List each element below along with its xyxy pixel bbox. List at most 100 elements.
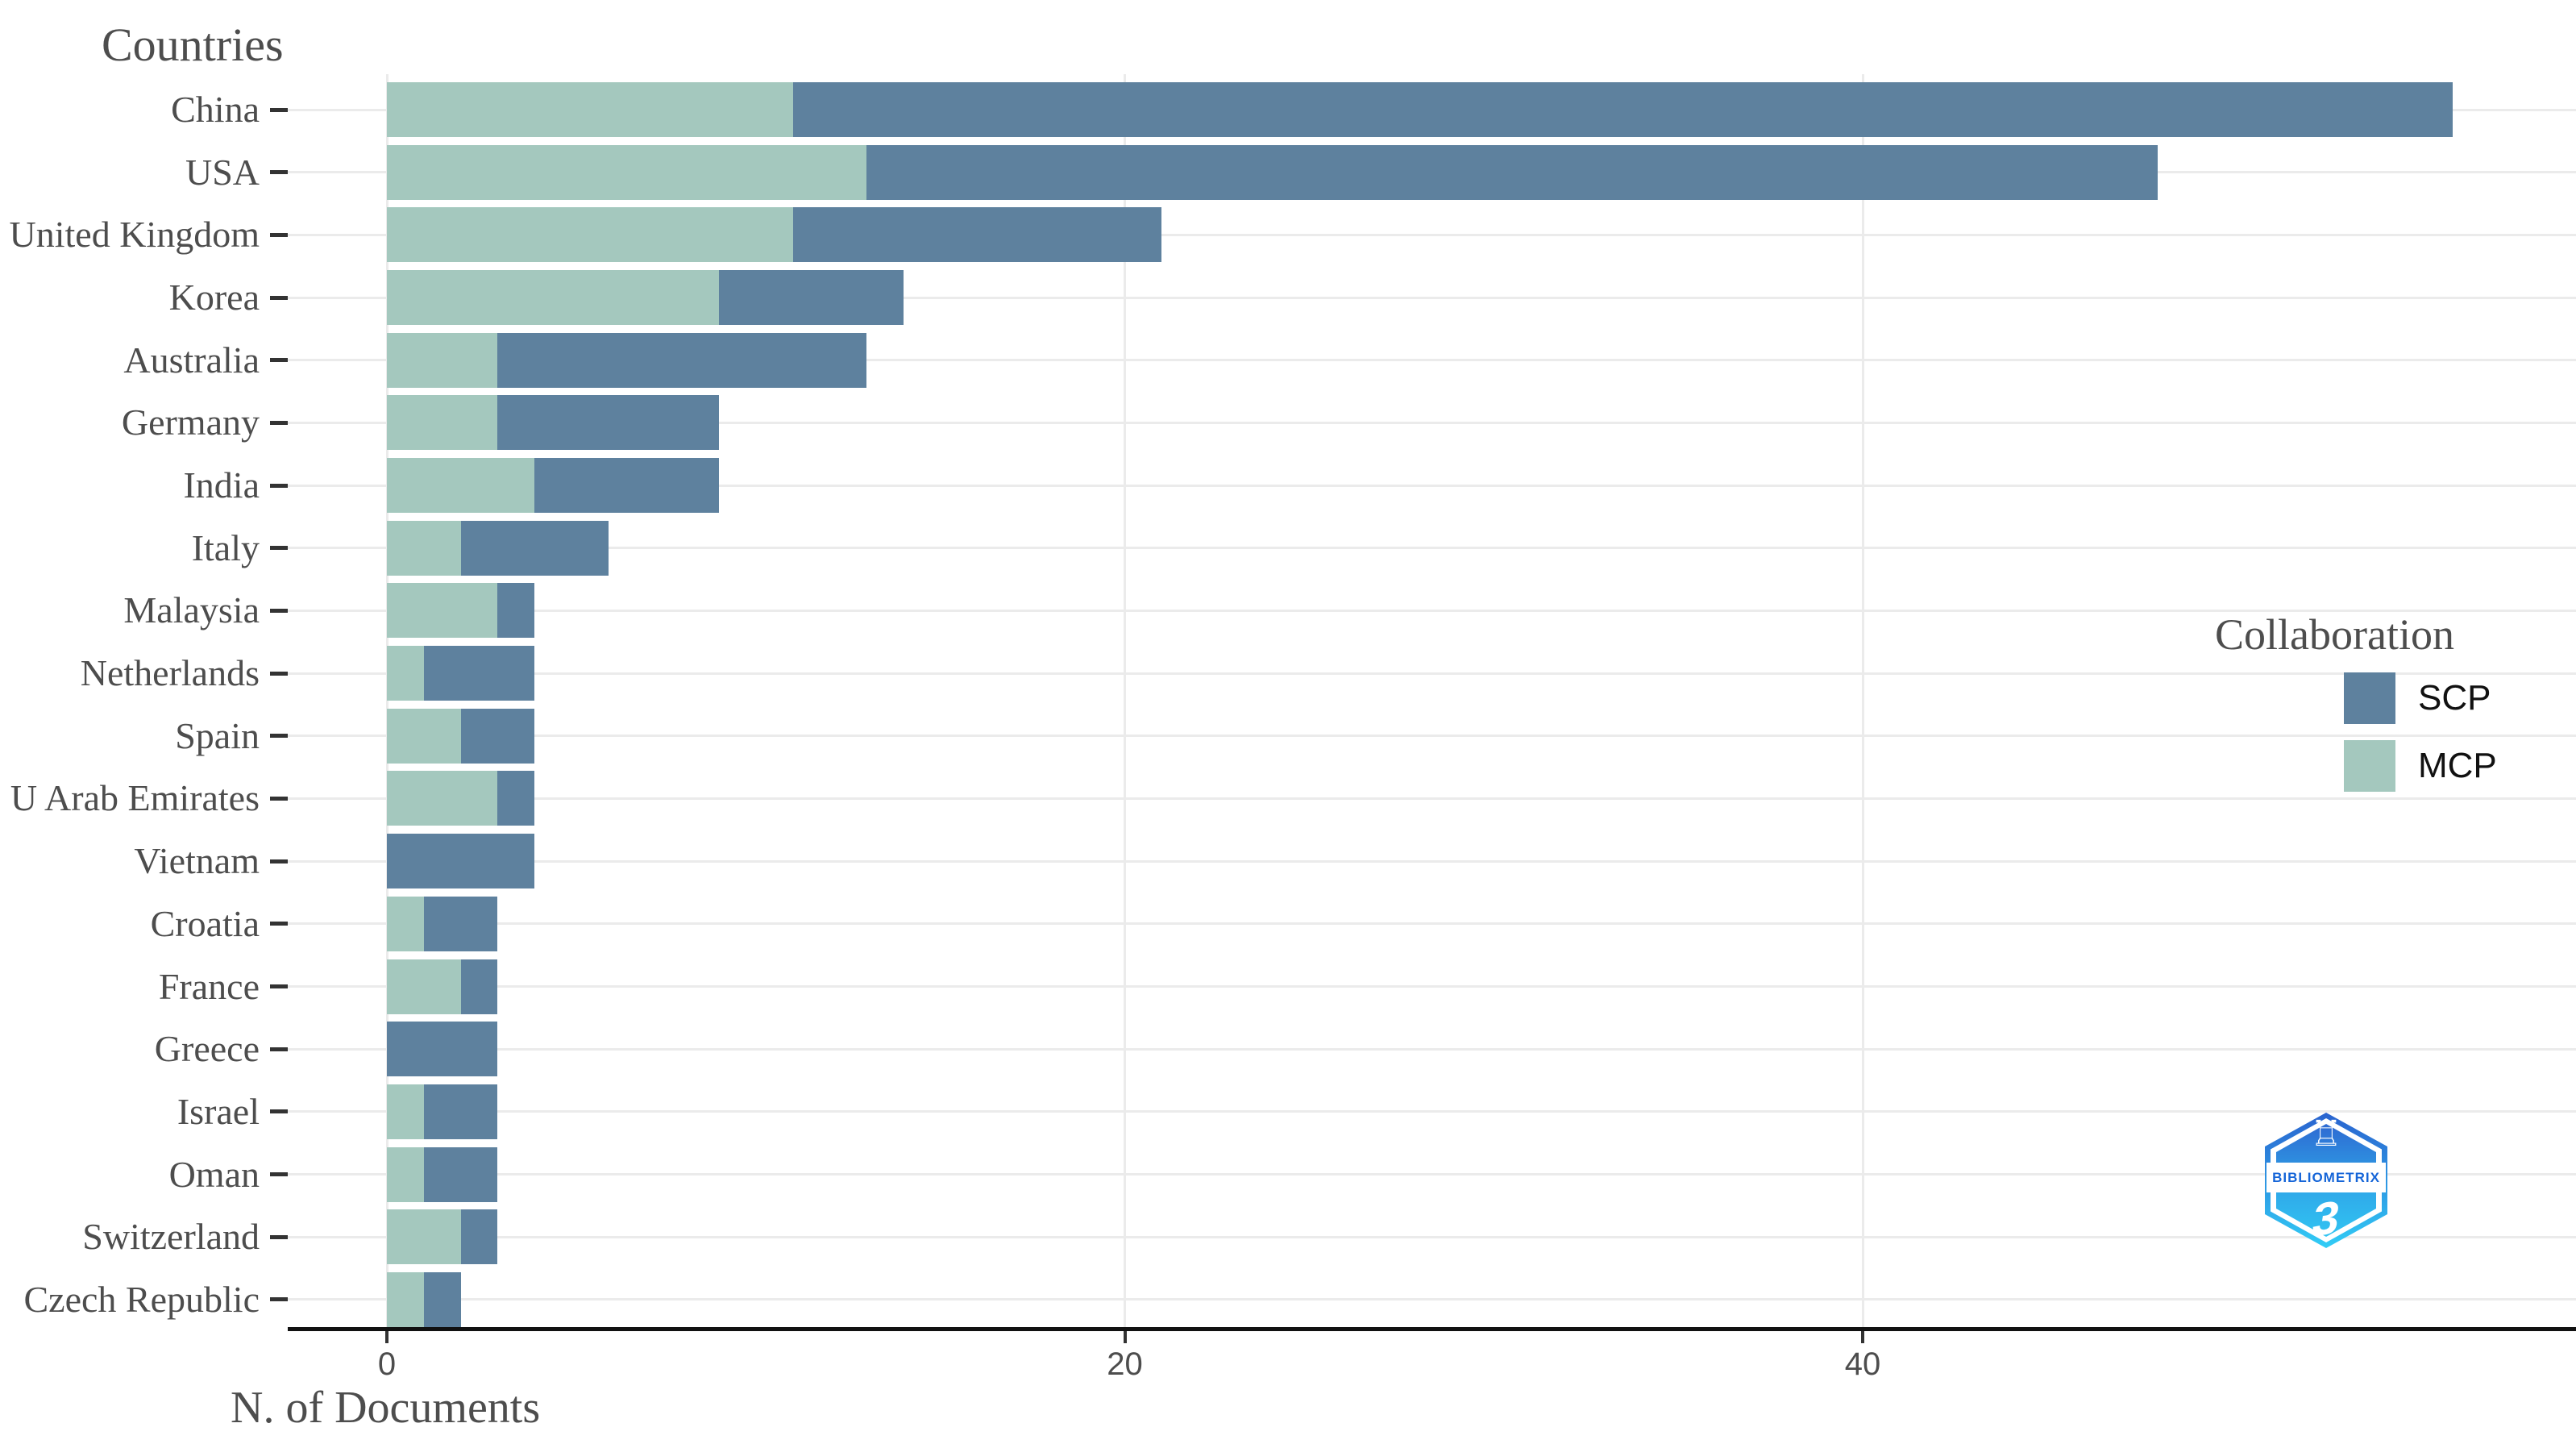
country-label: U Arab Emirates	[10, 777, 260, 819]
category-tick	[270, 922, 288, 926]
country-label: Croatia	[150, 902, 260, 944]
gridline-horizontal	[288, 1235, 2576, 1238]
bibliometrix-logo: ♖ BIBLIOMETRIX 3	[2265, 1113, 2387, 1248]
gridline-horizontal	[288, 1047, 2576, 1051]
plot-panel	[288, 74, 2576, 1330]
logo-wordmark-band: BIBLIOMETRIX	[2266, 1163, 2386, 1193]
x-axis-line	[288, 1327, 2576, 1331]
category-tick	[270, 608, 288, 613]
bar-mcp-segment	[387, 458, 535, 514]
bar-scp-segment	[460, 520, 609, 576]
x-axis-title: N. of Documents	[231, 1383, 541, 1433]
category-tick	[270, 170, 288, 175]
category-tick	[270, 1047, 288, 1051]
country-label: Oman	[168, 1153, 260, 1195]
gridline-horizontal	[288, 421, 2576, 424]
gridline-horizontal	[288, 985, 2576, 988]
bar-scp-segment	[792, 82, 2453, 137]
bar-scp-segment	[866, 144, 2158, 200]
country-label: Korea	[168, 277, 260, 318]
bar-scp-segment	[460, 1209, 498, 1265]
gridline-horizontal	[288, 1173, 2576, 1176]
legend-swatch-mcp	[2344, 740, 2395, 792]
category-tick	[270, 984, 288, 989]
country-label: Malaysia	[123, 589, 260, 631]
country-label: Vietnam	[134, 840, 260, 882]
category-tick	[270, 796, 288, 801]
category-tick	[270, 546, 288, 551]
country-label: Italy	[191, 526, 260, 568]
gridline-vertical	[1124, 74, 1126, 1330]
country-label: Czech Republic	[23, 1278, 260, 1320]
category-tick	[270, 420, 288, 425]
bar-mcp-segment	[387, 144, 867, 200]
bar-mcp-segment	[387, 207, 793, 263]
country-label: Germany	[121, 402, 260, 443]
legend-swatch-scp	[2344, 672, 2395, 724]
category-tick	[270, 1172, 288, 1177]
x-tick-mark	[385, 1331, 388, 1343]
gridline-horizontal	[288, 359, 2576, 362]
category-tick	[270, 1109, 288, 1114]
gridline-horizontal	[288, 233, 2576, 236]
bar-mcp-segment	[387, 82, 793, 137]
country-label: India	[183, 464, 260, 506]
gridline-horizontal	[288, 734, 2576, 738]
bar-scp-segment	[423, 646, 535, 701]
gridline-horizontal	[288, 859, 2576, 863]
category-tick	[270, 734, 288, 739]
rook-icon: ♖	[2310, 1114, 2342, 1155]
bar-scp-segment	[534, 458, 719, 514]
bar-scp-segment	[423, 1084, 498, 1139]
bar-mcp-segment	[387, 959, 461, 1014]
bar-mcp-segment	[387, 395, 498, 451]
category-tick	[270, 671, 288, 676]
category-tick	[270, 1234, 288, 1239]
x-tick-mark	[1123, 1331, 1127, 1343]
bar-mcp-segment	[387, 646, 424, 701]
bar-scp-segment	[387, 1022, 498, 1077]
bar-mcp-segment	[387, 1146, 424, 1202]
gridline-horizontal	[288, 609, 2576, 612]
bar-scp-segment	[460, 708, 535, 764]
country-label: USA	[185, 151, 260, 193]
bar-scp-segment	[423, 1146, 498, 1202]
gridline-vertical	[1861, 74, 1864, 1330]
gridline-horizontal	[288, 484, 2576, 487]
bar-scp-segment	[387, 834, 535, 889]
category-tick	[270, 295, 288, 300]
legend-label-scp: SCP	[2418, 678, 2491, 718]
bar-scp-segment	[792, 207, 1162, 263]
gridline-horizontal	[288, 922, 2576, 926]
bar-scp-segment	[497, 771, 535, 826]
category-tick	[270, 483, 288, 488]
gridline-horizontal	[288, 1298, 2576, 1301]
gridline-horizontal	[288, 1110, 2576, 1113]
gridline-vertical	[385, 74, 388, 1330]
country-label: United Kingdom	[9, 214, 260, 256]
bar-mcp-segment	[387, 896, 424, 951]
bar-scp-segment	[423, 1271, 461, 1327]
logo-wordmark: BIBLIOMETRIX	[2272, 1169, 2380, 1185]
category-tick	[270, 232, 288, 237]
bar-mcp-segment	[387, 771, 498, 826]
gridline-horizontal	[288, 296, 2576, 299]
x-tick-label: 40	[1844, 1346, 1881, 1382]
country-label: Spain	[175, 714, 260, 756]
y-axis-title: Countries	[102, 19, 284, 71]
bar-scp-segment	[497, 583, 535, 639]
bar-scp-segment	[423, 896, 498, 951]
category-tick	[270, 107, 288, 112]
bar-mcp-segment	[387, 270, 719, 326]
country-label: Switzerland	[82, 1216, 260, 1258]
legend-title: Collaboration	[2215, 610, 2454, 659]
bar-scp-segment	[718, 270, 904, 326]
bar-mcp-segment	[387, 520, 461, 576]
country-label: Israel	[177, 1090, 260, 1132]
country-label: Netherlands	[80, 652, 260, 694]
country-label: Australia	[123, 339, 260, 381]
country-label: China	[171, 89, 260, 130]
bar-mcp-segment	[387, 332, 498, 388]
category-tick	[270, 859, 288, 863]
